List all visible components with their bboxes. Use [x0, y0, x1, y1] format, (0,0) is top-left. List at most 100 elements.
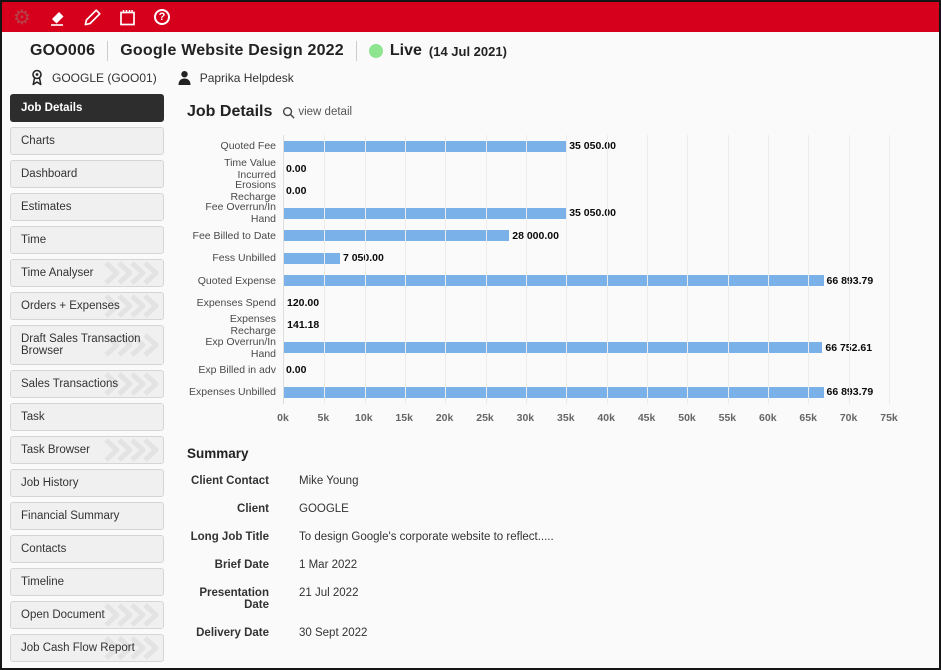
chart-value-label: 0.00: [286, 184, 307, 197]
chart-bar: [283, 230, 510, 242]
summary-value: To design Google's corporate website to …: [299, 530, 554, 543]
help-icon[interactable]: ?: [152, 7, 172, 27]
summary-label: Long Job Title: [190, 530, 269, 543]
summary-value: Mike Young: [299, 474, 359, 487]
chart-row-expenses-spend: Expenses Spend 120.00: [187, 292, 889, 314]
chart-category-label: Time Value Incurred: [224, 156, 276, 181]
summary-value: 30 Sept 2022: [299, 626, 368, 639]
sidebar-item-label: Sales Transactions: [21, 378, 119, 390]
chevron-decoration: [104, 261, 159, 285]
status-date: (14 Jul 2021): [428, 43, 507, 59]
chart-bar: [283, 275, 824, 287]
x-tick-label: 40k: [597, 411, 615, 424]
sidebar-item-label: Time: [21, 234, 47, 246]
x-tick-label: 70k: [839, 411, 858, 424]
chevron-decoration: [104, 603, 159, 627]
x-tick-label: 5k: [317, 411, 330, 424]
chart-row-fess-unbilled: Fess Unbilled 7 050.00: [187, 247, 889, 269]
sidebar-item-label: Charts: [21, 135, 55, 147]
notepad-icon[interactable]: [117, 7, 137, 27]
live-status-dot: [368, 44, 383, 58]
chart-category-label: Fee Overrun/In Hand: [205, 201, 276, 226]
sidebar-item-label: Task Browser: [21, 444, 91, 456]
status-badge: Live (14 Jul 2021): [368, 42, 507, 60]
sidebar-item-job-history[interactable]: Job History: [10, 469, 164, 497]
page-title: Job Details: [187, 103, 273, 120]
chart-category-label: Quoted Fee: [220, 140, 276, 153]
summary-row-delivery-date: Delivery Date 30 Sept 2022: [187, 627, 889, 639]
sidebar-item-dashboard[interactable]: Dashboard: [10, 160, 164, 188]
main-panel: Job Details view detail Quoted Fee 35 050…: [164, 94, 939, 666]
chart-category-label: Fess Unbilled: [212, 252, 276, 265]
sidebar-item-timeline[interactable]: Timeline: [10, 568, 164, 596]
chart-value-label: 0.00: [286, 162, 307, 175]
chart-category-label: Erosions Recharge: [230, 178, 276, 203]
x-tick-label: 0k: [277, 411, 289, 424]
sidebar-item-sales-transactions[interactable]: Sales Transactions: [10, 370, 164, 398]
sidebar-item-draft-sales-transaction-browser[interactable]: Draft Sales Transaction Browser: [10, 325, 164, 365]
sidebar-item-label: Job Cash Flow Report: [21, 642, 135, 654]
chart-category-label: Expenses Unbilled: [189, 386, 276, 399]
client-badge: GOOGLE (GOO01): [52, 70, 157, 85]
summary-label: Client: [237, 502, 269, 515]
summary-row-long-job-title: Long Job Title To design Google's corpora…: [187, 531, 889, 543]
sidebar-item-task[interactable]: Task: [10, 403, 164, 431]
chart-value-label: 141.18: [287, 319, 320, 332]
x-tick-label: 25k: [476, 411, 494, 424]
chart-value-label: 35 050.00: [569, 140, 616, 153]
pencil-icon[interactable]: [82, 7, 102, 27]
x-tick-label: 30k: [516, 411, 535, 424]
summary-label: Client Contact: [191, 474, 269, 487]
chart-row-quoted-fee: Quoted Fee 35 050.00: [187, 135, 889, 157]
chart-row-time-value-incurred: Time Value Incurred 0.00: [187, 156, 889, 181]
gear-icon[interactable]: ⚙: [13, 5, 31, 29]
magnifier-icon: [283, 106, 295, 119]
chart-value-label: 0.00: [286, 364, 307, 377]
summary-section: Summary Client Contact Mike Young Client GO…: [187, 446, 889, 639]
x-tick-label: 75k: [880, 411, 898, 424]
summary-title: Summary: [187, 445, 249, 461]
sidebar-item-label: Estimates: [21, 201, 72, 213]
sidebar-item-financial-summary[interactable]: Financial Summary: [10, 502, 164, 530]
award-icon: [30, 69, 44, 86]
job-header: GOO006 Google Website Design 2022 Live (…: [2, 32, 939, 61]
sidebar-item-task-browser[interactable]: Task Browser: [10, 436, 164, 464]
chart-category-label: Quoted Expense: [197, 274, 276, 287]
summary-row-client-contact: Client Contact Mike Young: [187, 475, 889, 487]
job-title: Google Website Design 2022: [120, 42, 344, 59]
sidebar-item-label: Financial Summary: [21, 510, 120, 522]
chart-row-fee-billed-to-date: Fee Billed to Date 28 000.00: [187, 225, 889, 247]
sidebar-item-orders-expenses[interactable]: Orders + Expenses: [10, 292, 164, 320]
eraser-icon[interactable]: [47, 7, 67, 27]
sidebar-item-charts[interactable]: Charts: [10, 127, 164, 155]
sidebar-item-job-cash-flow-report[interactable]: Job Cash Flow Report: [10, 634, 164, 662]
chart-row-expenses-unbilled: Expenses Unbilled 66 893.79: [187, 381, 889, 403]
chart-row-exp-billed-in-adv: Exp Billed in adv 0.00: [187, 359, 889, 381]
summary-value: 1 Mar 2022: [299, 558, 358, 571]
sidebar-item-estimates[interactable]: Estimates: [10, 193, 164, 221]
view-detail-link[interactable]: view detail: [282, 106, 352, 119]
chart-row-erosions-recharge: Erosions Recharge 0.00: [187, 178, 889, 203]
sidebar-item-job-details[interactable]: Job Details: [10, 94, 164, 122]
chart-row-fee-overrun-in-hand: Fee Overrun/In Hand 35 050.00: [187, 201, 889, 226]
x-tick-label: 55k: [718, 411, 737, 424]
sidebar-item-label: Job Details: [21, 102, 83, 114]
chart-bar: [283, 342, 823, 354]
divider: [107, 41, 109, 61]
sidebar-item-label: Draft Sales Transaction Browser: [21, 333, 141, 357]
sidebar-item-time-analyser[interactable]: Time Analyser: [10, 259, 164, 287]
summary-row-client: Client GOOGLE: [187, 503, 889, 515]
sidebar-item-label: Open Document: [21, 609, 105, 621]
helpdesk-label: Paprika Helpdesk: [199, 70, 294, 85]
chart-value-label: 120.00: [287, 296, 320, 309]
divider: [355, 41, 357, 61]
sidebar-item-label: Task: [21, 411, 45, 423]
chart-value-label: 35 050.00: [569, 207, 616, 220]
sidebar-item-open-document[interactable]: Open Document: [10, 601, 164, 629]
job-subheader: GOOGLE (GOO01) Paprika Helpdesk: [2, 61, 939, 86]
sidebar-item-time[interactable]: Time: [10, 226, 164, 254]
sidebar-item-contacts[interactable]: Contacts: [10, 535, 164, 563]
content-area: Job Details Charts Dashboard Estimates Time T…: [2, 94, 939, 666]
sidebar-nav: Job Details Charts Dashboard Estimates Time T…: [2, 94, 164, 666]
